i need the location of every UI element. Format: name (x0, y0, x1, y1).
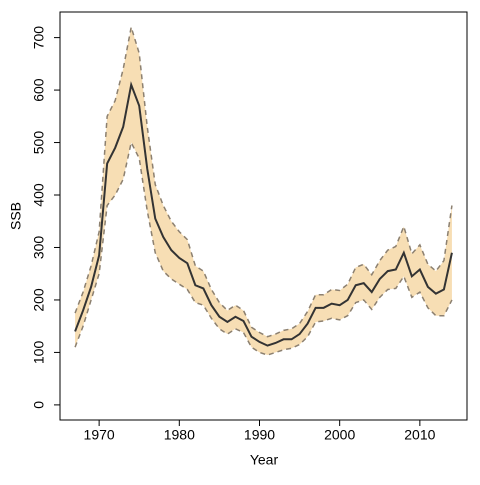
lower-bound (74, 140, 453, 356)
x-tick-label: 2010 (404, 427, 435, 443)
plot-frame (59, 11, 468, 421)
y-tick-label: 0 (31, 401, 47, 409)
y-axis-label: SSB (8, 202, 24, 230)
y-tick-label: 500 (31, 131, 47, 155)
upper-bound (74, 26, 453, 338)
x-axis-label: Year (250, 452, 279, 468)
y-tick-label: 200 (31, 288, 47, 312)
x-tick-label: 2000 (324, 427, 355, 443)
y-tick-label: 600 (31, 78, 47, 102)
x-tick-label: 1990 (244, 427, 275, 443)
x-tick-label: 1980 (164, 427, 195, 443)
x-tick-label: 1970 (84, 427, 115, 443)
ssb-line (74, 81, 453, 347)
y-tick-label: 100 (31, 341, 47, 365)
y-tick-label: 400 (31, 183, 47, 207)
y-tick-label: 700 (31, 26, 47, 50)
confidence-band (75, 27, 452, 356)
y-tick-label: 300 (31, 236, 47, 260)
